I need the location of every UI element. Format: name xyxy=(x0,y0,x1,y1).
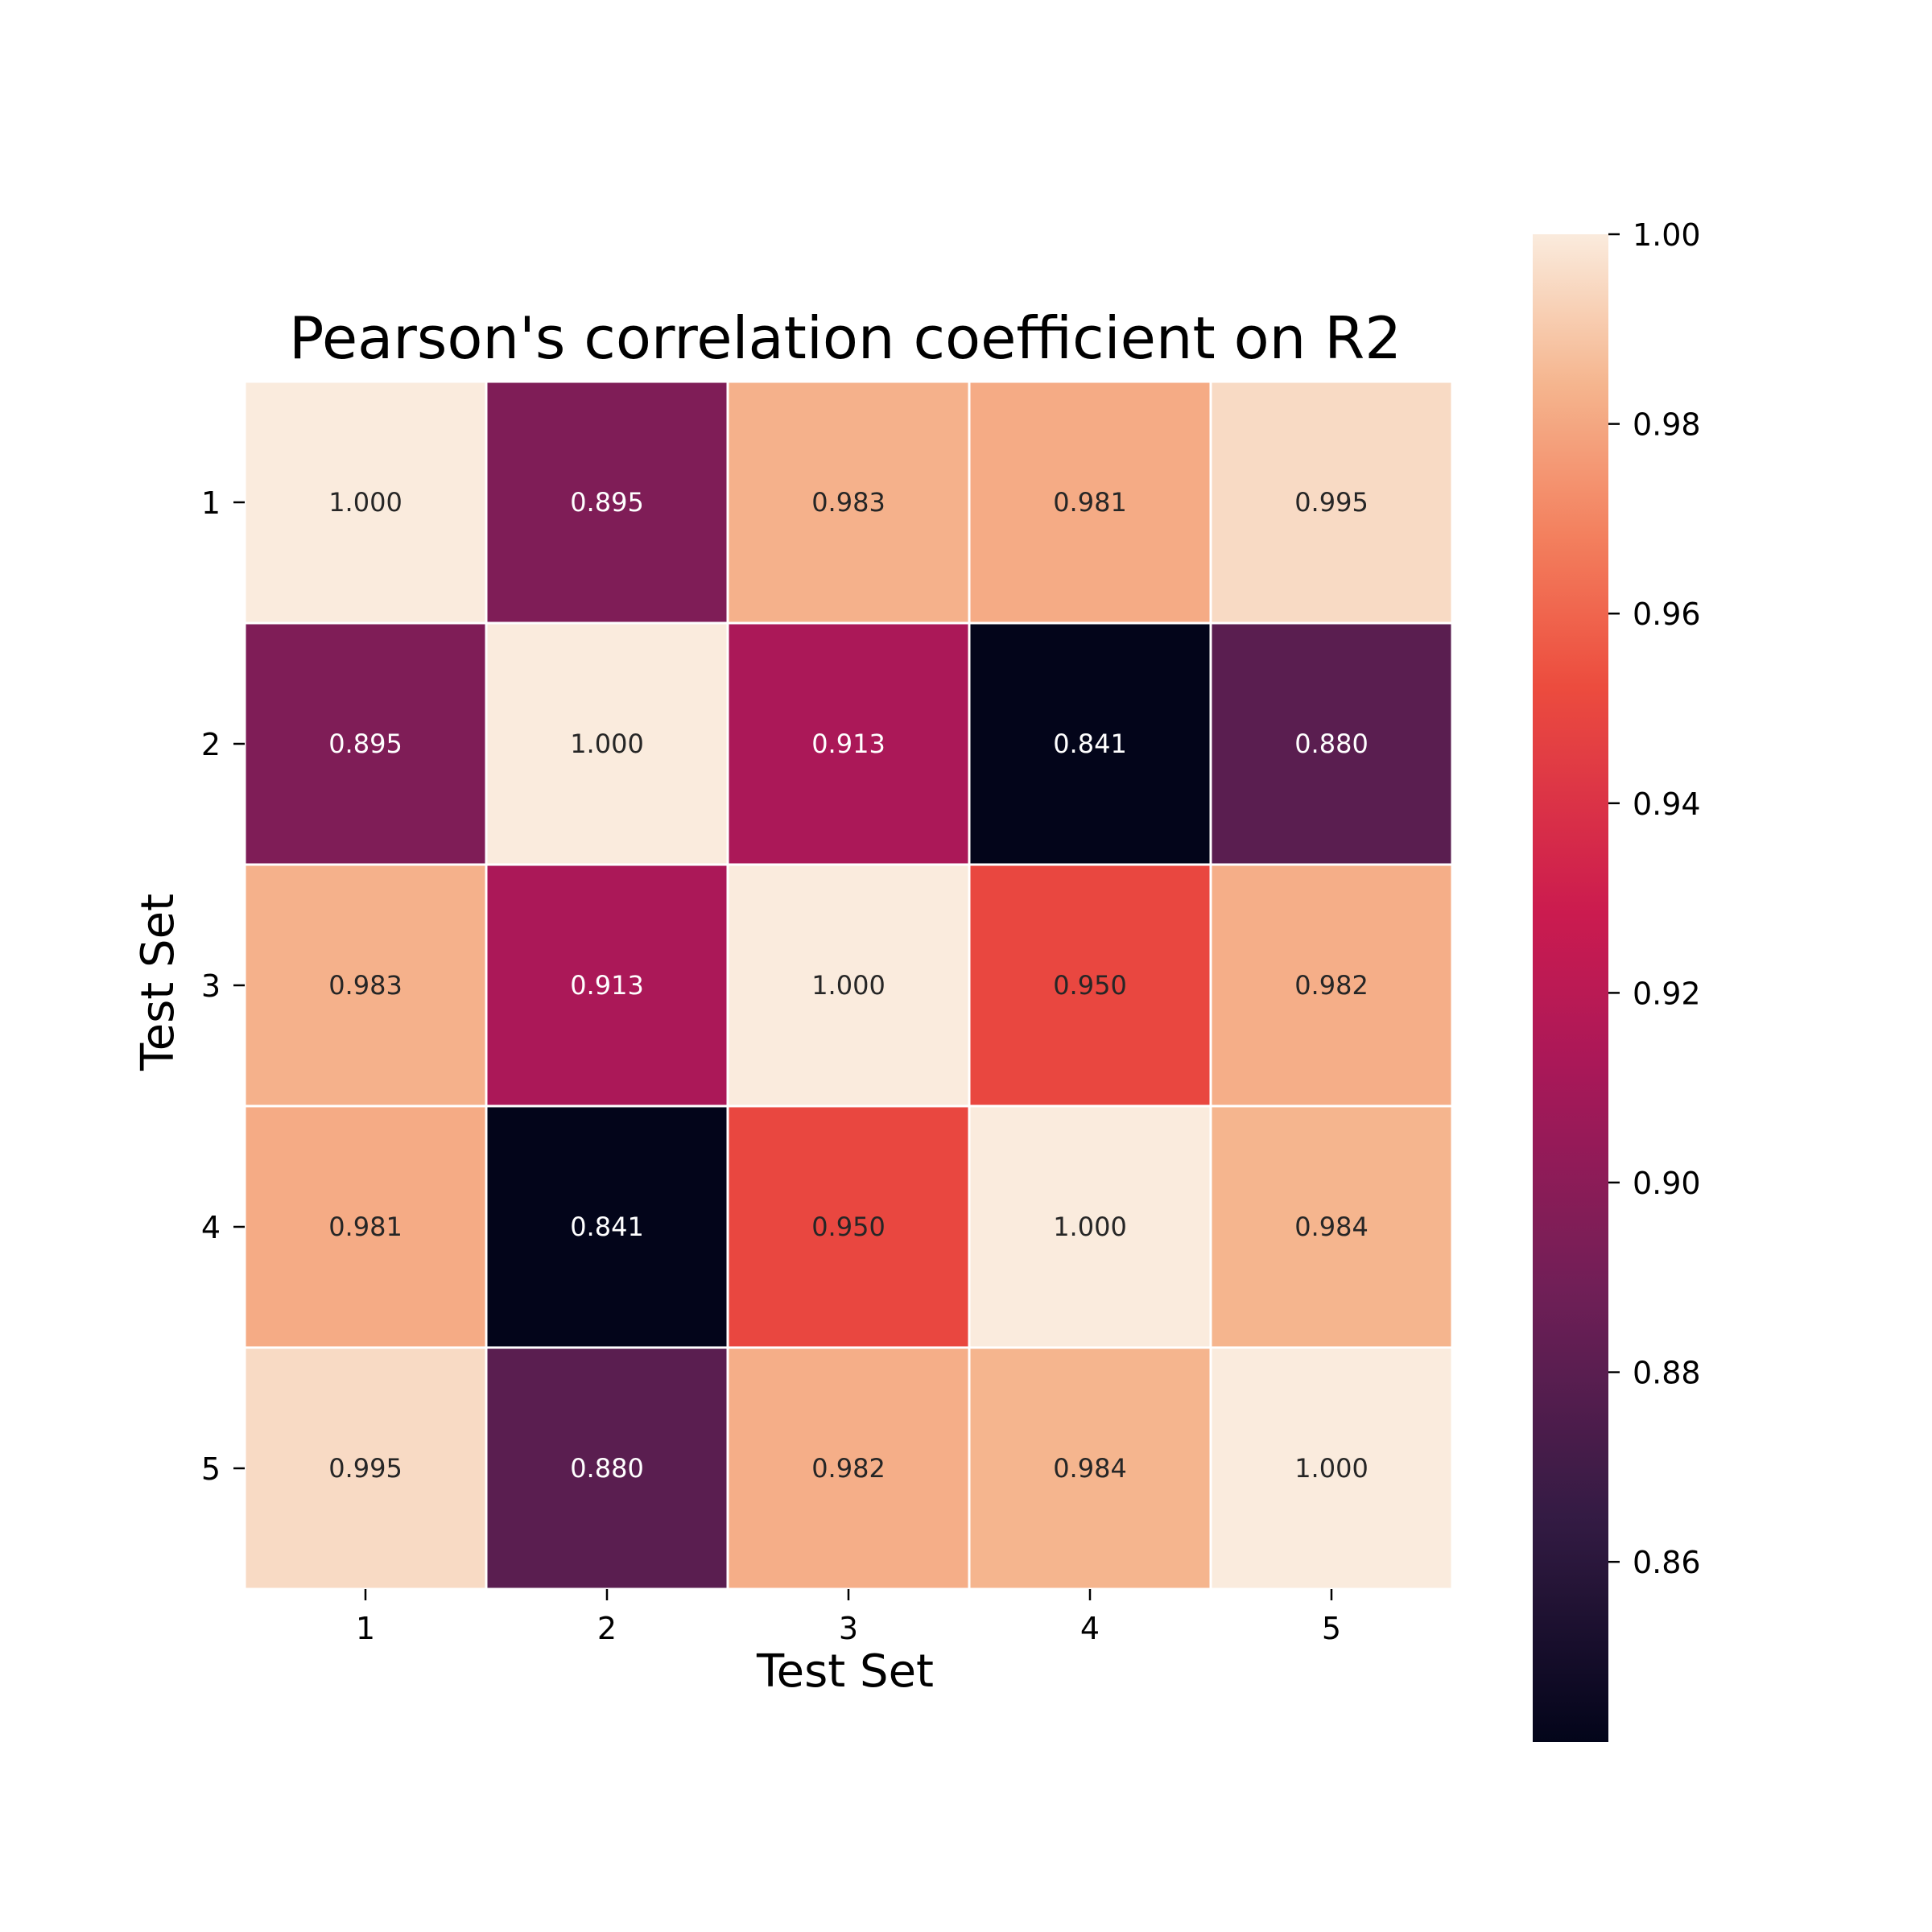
cell-value-label: 0.895 xyxy=(328,729,402,759)
cell-value-label: 1.000 xyxy=(328,487,402,518)
heatmap-cell xyxy=(726,621,971,866)
y-tick-label: 2 xyxy=(201,727,221,762)
heatmap-cell xyxy=(485,380,729,625)
chart-title: Pearson's correlation coefficient on R2 xyxy=(289,304,1402,372)
heatmap-cell xyxy=(243,380,488,625)
heatmap-cell xyxy=(1209,380,1454,625)
cell-value-label: 0.841 xyxy=(1053,729,1127,759)
cell-value-label: 0.913 xyxy=(811,729,886,759)
y-axis: 1 2 3 4 5 xyxy=(201,485,245,1487)
y-tick-label: 1 xyxy=(201,485,221,521)
heatmap-cell xyxy=(726,863,971,1108)
cell-value-label: 0.950 xyxy=(1053,970,1127,1001)
colorbar-gradient xyxy=(1533,234,1608,1742)
heatmap-cell xyxy=(1209,1346,1454,1591)
cell-value-label: 0.895 xyxy=(570,487,644,518)
cell-value-label: 0.880 xyxy=(1294,729,1368,759)
colorbar-tick-label: 0.86 xyxy=(1633,1545,1701,1580)
cell-value-label: 0.981 xyxy=(328,1212,402,1242)
x-tick-label: 4 xyxy=(1080,1611,1100,1646)
x-axis-label: Test Set xyxy=(756,1645,934,1698)
cell-value-label: 1.000 xyxy=(1053,1212,1127,1242)
cell-value-label: 0.841 xyxy=(570,1212,644,1242)
heatmap-cell xyxy=(243,1346,488,1591)
heatmap-cell xyxy=(485,863,729,1108)
cell-value-label: 1.000 xyxy=(811,970,886,1001)
heatmap-cell xyxy=(968,380,1212,625)
heatmap-cells: 1.000 0.895 0.983 0.981 0.995 0.895 1.000 0.913… xyxy=(243,380,1454,1591)
cell-value-label: 0.984 xyxy=(1053,1453,1127,1484)
colorbar-tick-label: 0.96 xyxy=(1633,597,1701,632)
x-tick-label: 2 xyxy=(597,1611,617,1646)
heatmap-cell xyxy=(968,863,1212,1108)
cell-value-label: 0.995 xyxy=(328,1453,402,1484)
heatmap-cell xyxy=(968,1104,1212,1349)
colorbar-tick-label: 0.94 xyxy=(1633,786,1701,822)
cell-value-label: 0.995 xyxy=(1294,487,1368,518)
y-axis-label: Test Set xyxy=(132,894,184,1071)
cell-value-label: 0.984 xyxy=(1294,1212,1368,1242)
colorbar-tick-label: 0.92 xyxy=(1633,976,1701,1011)
heatmap-cell xyxy=(1209,1104,1454,1349)
cell-value-label: 1.000 xyxy=(1294,1453,1368,1484)
cell-value-label: 1.000 xyxy=(570,729,644,759)
heatmap-cell xyxy=(1209,621,1454,866)
cell-value-label: 0.913 xyxy=(570,970,644,1001)
cell-value-label: 0.981 xyxy=(1053,487,1127,518)
heatmap-cell xyxy=(1209,863,1454,1108)
cell-value-label: 0.982 xyxy=(1294,970,1368,1001)
x-tick-label: 1 xyxy=(356,1611,375,1646)
y-tick-label: 5 xyxy=(201,1451,221,1487)
colorbar-tick-label: 1.00 xyxy=(1633,217,1701,253)
x-tick-label: 3 xyxy=(839,1611,858,1646)
heatmap-cell xyxy=(485,1104,729,1349)
colorbar: 0.86 0.88 0.90 0.92 0.94 0.96 0.98 1.00 xyxy=(1533,217,1701,1742)
x-tick-label: 5 xyxy=(1322,1611,1341,1646)
cell-value-label: 0.950 xyxy=(811,1212,886,1242)
heatmap-cell xyxy=(485,1346,729,1591)
x-axis: 1 2 3 4 5 xyxy=(356,1589,1341,1646)
heatmap-cell xyxy=(243,621,488,866)
heatmap-cell xyxy=(726,380,971,625)
cell-value-label: 0.982 xyxy=(811,1453,886,1484)
y-tick-label: 4 xyxy=(201,1210,221,1245)
heatmap-cell xyxy=(726,1346,971,1591)
colorbar-tick-label: 0.98 xyxy=(1633,407,1701,443)
colorbar-tick-label: 0.90 xyxy=(1633,1166,1701,1201)
colorbar-tick-label: 0.88 xyxy=(1633,1356,1701,1391)
cell-value-label: 0.983 xyxy=(811,487,886,518)
cell-value-label: 0.983 xyxy=(328,970,402,1001)
heatmap-cell xyxy=(726,1104,971,1349)
cell-value-label: 0.880 xyxy=(570,1453,644,1484)
y-tick-label: 3 xyxy=(201,968,221,1004)
